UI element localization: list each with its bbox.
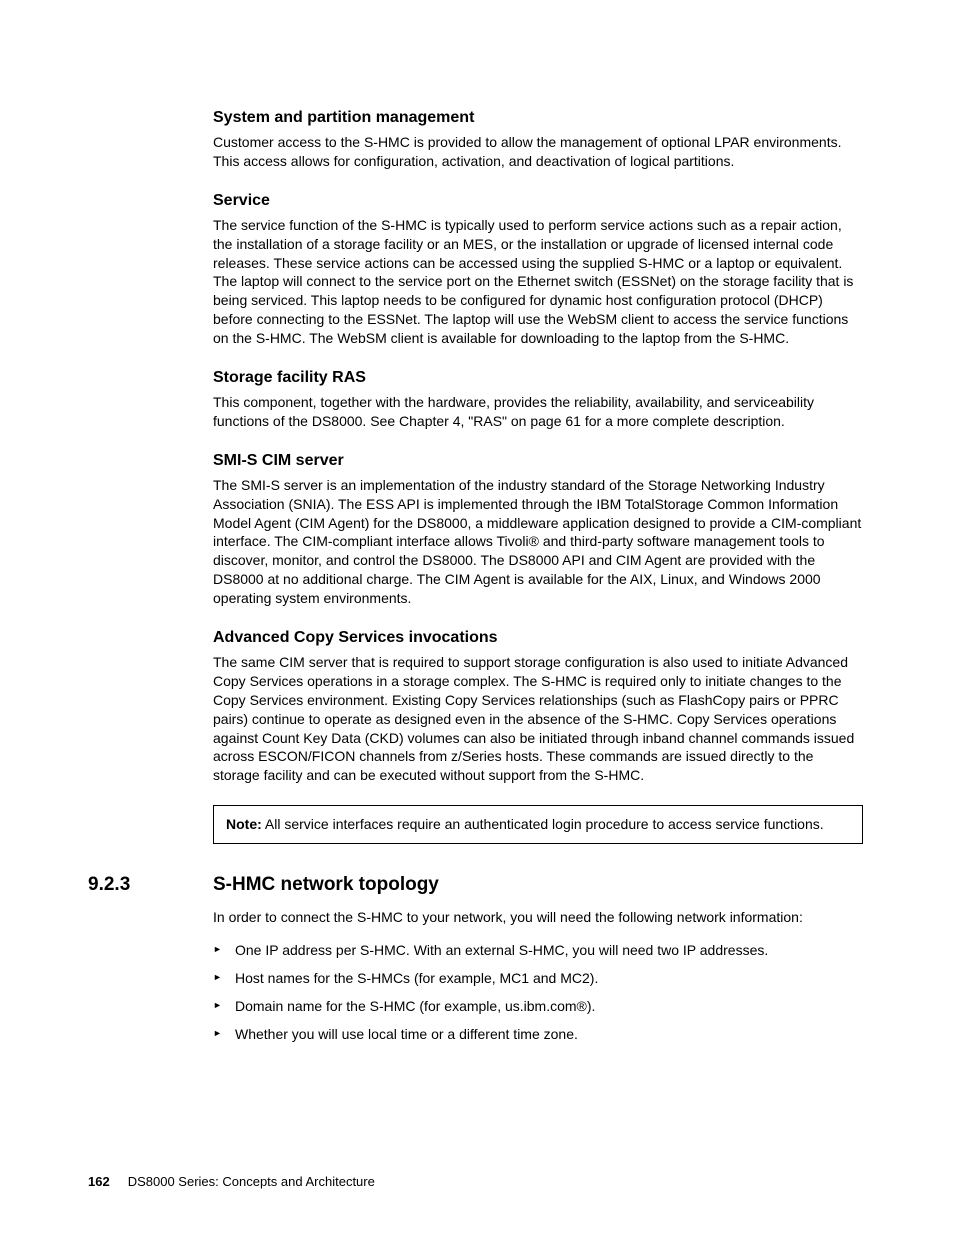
- note-text: All service interfaces require an authen…: [262, 816, 824, 832]
- note-box: Note: All service interfaces require an …: [213, 805, 863, 844]
- section-adv-copy: Advanced Copy Services invocations The s…: [213, 628, 863, 785]
- section-923-content: In order to connect the S-HMC to your ne…: [213, 908, 863, 1043]
- main-content-column: System and partition management Customer…: [213, 108, 863, 844]
- bullet-item: Host names for the S-HMCs (for example, …: [213, 969, 863, 988]
- heading-923-row: 9.2.3 S-HMC network topology: [88, 874, 866, 896]
- section-storage-ras: Storage facility RAS This component, tog…: [213, 368, 863, 431]
- body-system-partition: Customer access to the S-HMC is provided…: [213, 133, 863, 171]
- section-service: Service The service function of the S-HM…: [213, 191, 863, 348]
- section-number: 9.2.3: [88, 874, 213, 896]
- body-adv-copy: The same CIM server that is required to …: [213, 653, 863, 785]
- heading-adv-copy: Advanced Copy Services invocations: [213, 628, 863, 648]
- section-923: 9.2.3 S-HMC network topology In order to…: [88, 874, 866, 1043]
- section-title: S-HMC network topology: [213, 874, 439, 896]
- section-923-intro: In order to connect the S-HMC to your ne…: [213, 908, 863, 927]
- body-storage-ras: This component, together with the hardwa…: [213, 393, 863, 431]
- bullet-item: Whether you will use local time or a dif…: [213, 1025, 863, 1044]
- bullet-list: One IP address per S-HMC. With an extern…: [213, 941, 863, 1044]
- body-smis: The SMI-S server is an implementation of…: [213, 476, 863, 608]
- section-smis: SMI-S CIM server The SMI-S server is an …: [213, 451, 863, 608]
- bullet-item: Domain name for the S-HMC (for example, …: [213, 997, 863, 1016]
- note-label: Note:: [226, 816, 262, 832]
- heading-service: Service: [213, 191, 863, 211]
- book-title: DS8000 Series: Concepts and Architecture: [128, 1174, 375, 1189]
- page-number: 162: [88, 1174, 110, 1189]
- body-service: The service function of the S-HMC is typ…: [213, 216, 863, 348]
- heading-storage-ras: Storage facility RAS: [213, 368, 863, 388]
- heading-system-partition: System and partition management: [213, 108, 863, 128]
- heading-smis: SMI-S CIM server: [213, 451, 863, 471]
- section-system-partition: System and partition management Customer…: [213, 108, 863, 171]
- document-page: System and partition management Customer…: [0, 0, 954, 1235]
- page-footer: 162 DS8000 Series: Concepts and Architect…: [88, 1174, 375, 1189]
- bullet-item: One IP address per S-HMC. With an extern…: [213, 941, 863, 960]
